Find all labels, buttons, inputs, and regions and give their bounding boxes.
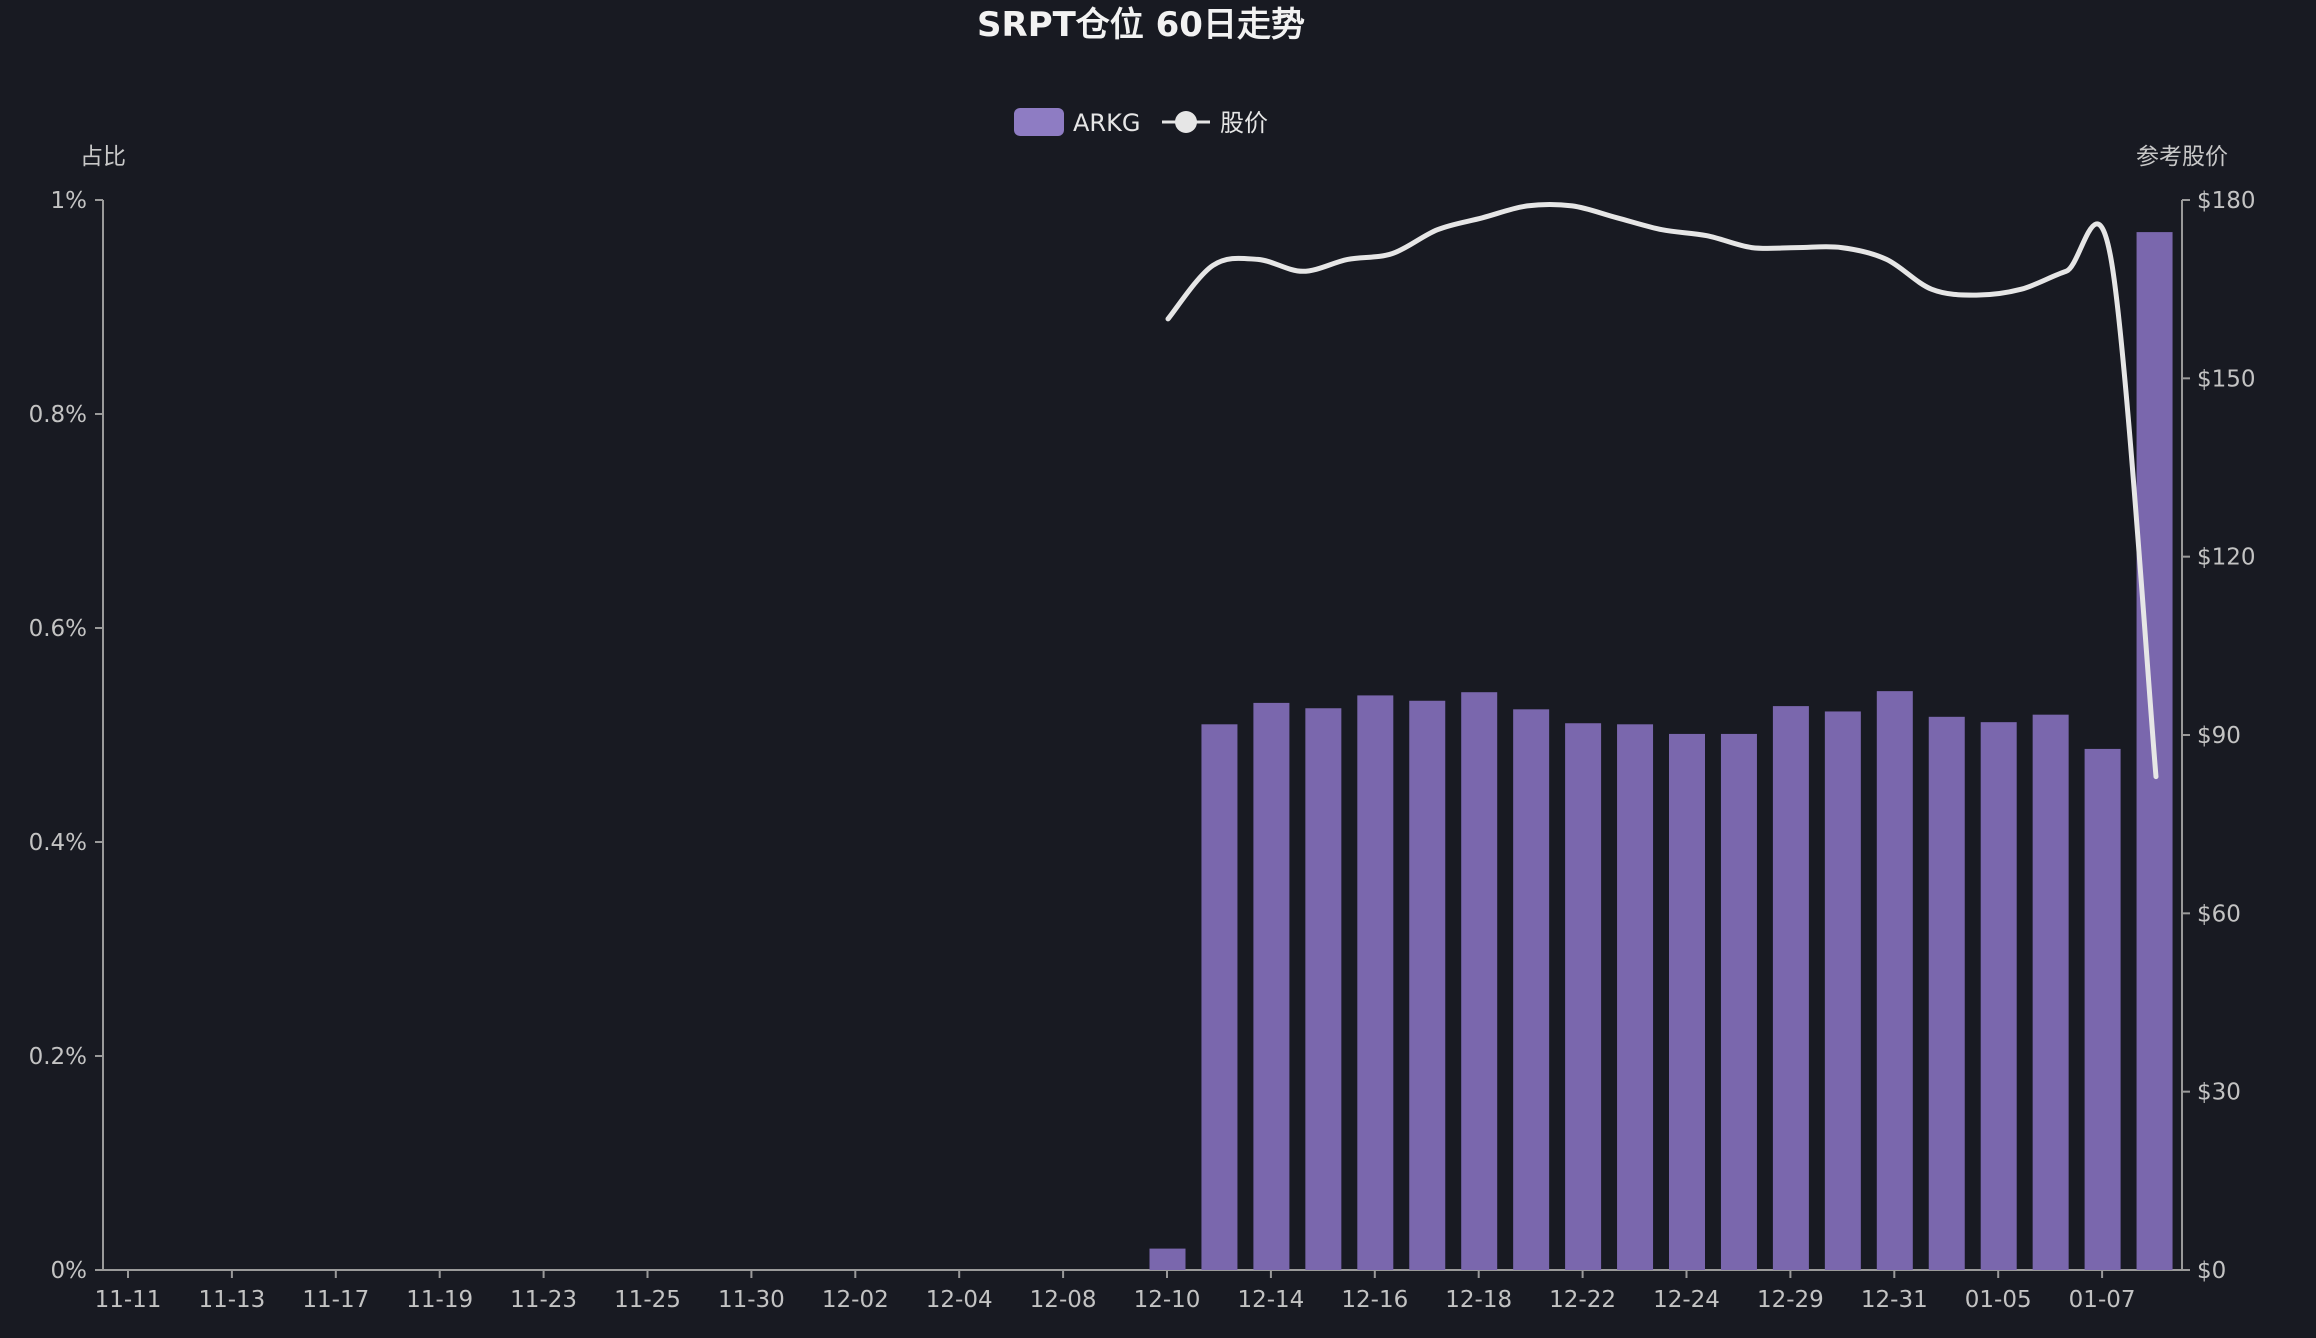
y-right-axis-label: 参考股价 <box>2136 144 2228 170</box>
y-right-tick-label: $60 <box>2197 901 2241 927</box>
y-left-tick-label: 0% <box>51 1258 88 1284</box>
legend-label-arkg: ARKG <box>1073 109 1140 137</box>
x-tick-label: 12-18 <box>1445 1287 1512 1313</box>
bar-arkg[interactable] <box>1876 691 1913 1270</box>
bar-arkg[interactable] <box>1513 709 1550 1270</box>
y-left-tick-label: 0.2% <box>29 1044 87 1070</box>
bar-arkg[interactable] <box>2032 714 2069 1270</box>
price-line[interactable] <box>1165 201 2159 780</box>
bar-arkg[interactable] <box>1253 702 1290 1270</box>
x-tick-label: 01-05 <box>1965 1287 2032 1313</box>
x-tick-label: 11-11 <box>95 1287 162 1313</box>
x-tick-label: 12-10 <box>1134 1287 1201 1313</box>
x-tick-label: 11-30 <box>718 1287 785 1313</box>
bar-arkg[interactable] <box>1617 724 1654 1270</box>
x-tick-label: 11-25 <box>614 1287 681 1313</box>
x-tick-label: 11-23 <box>510 1287 577 1313</box>
bar-series-arkg <box>1149 232 2173 1271</box>
line-series-price <box>1165 201 2159 780</box>
y-left-tick-label: 0.8% <box>29 402 87 428</box>
legend[interactable]: ARKG 股价 <box>1014 108 1268 137</box>
bar-arkg[interactable] <box>1409 700 1446 1270</box>
x-tick-label: 12-02 <box>822 1287 889 1313</box>
bar-arkg[interactable] <box>1305 708 1342 1270</box>
y-right-tick-label: $180 <box>2197 188 2256 214</box>
bar-arkg[interactable] <box>1201 724 1238 1270</box>
x-tick-label: 01-07 <box>2069 1287 2136 1313</box>
x-tick-label: 11-19 <box>406 1287 473 1313</box>
bar-arkg[interactable] <box>1928 716 1965 1270</box>
y-right-tick-label: $150 <box>2197 366 2256 392</box>
x-tick-label: 11-17 <box>302 1287 369 1313</box>
bar-arkg[interactable] <box>1772 706 1809 1270</box>
legend-label-price: 股价 <box>1220 109 1268 137</box>
x-tick-label: 12-22 <box>1549 1287 1616 1313</box>
bar-arkg[interactable] <box>1669 733 1705 1270</box>
x-tick-label: 12-29 <box>1757 1287 1824 1313</box>
axis-ticks: 0% 0.2% 0.4% 0.6% 0.8% 1% $0 $30 $60 $90 $120 $150 $… <box>29 188 2256 1313</box>
y-left-tick-label: 0.4% <box>29 830 87 856</box>
x-tick-label: 12-14 <box>1237 1287 1304 1313</box>
x-tick-label: 12-31 <box>1861 1287 1928 1313</box>
y-right-tick-label: $120 <box>2197 545 2256 571</box>
y-left-tick-label: 0.6% <box>29 616 87 642</box>
x-tick-label: 12-08 <box>1030 1287 1097 1313</box>
bar-arkg[interactable] <box>1357 695 1394 1270</box>
bar-arkg[interactable] <box>1565 723 1602 1270</box>
bar-arkg[interactable] <box>1149 1248 1186 1270</box>
y-right-tick-label: $0 <box>2197 1258 2226 1284</box>
axes <box>102 200 2183 1271</box>
bar-arkg[interactable] <box>2084 748 2121 1270</box>
bar-arkg[interactable] <box>1720 733 1757 1270</box>
y-right-tick-label: $90 <box>2197 723 2241 749</box>
x-tick-label: 11-13 <box>198 1287 265 1313</box>
y-left-axis-label: 占比 <box>80 144 126 170</box>
bar-arkg[interactable] <box>1980 722 2017 1270</box>
legend-item-price[interactable]: 股价 <box>1162 109 1268 137</box>
legend-swatch-arkg <box>1014 108 1064 136</box>
bar-arkg[interactable] <box>1461 692 1498 1270</box>
x-tick-label: 12-24 <box>1653 1287 1720 1313</box>
y-left-tick-label: 1% <box>51 188 88 214</box>
legend-marker-price <box>1175 111 1197 133</box>
chart-title: SRPT仓位 60日走势 <box>977 5 1305 45</box>
x-tick-label: 12-16 <box>1341 1287 1408 1313</box>
bar-arkg[interactable] <box>1824 711 1861 1270</box>
y-right-tick-label: $30 <box>2197 1080 2241 1106</box>
legend-item-arkg[interactable]: ARKG <box>1014 108 1140 137</box>
x-tick-label: 12-04 <box>926 1287 993 1313</box>
